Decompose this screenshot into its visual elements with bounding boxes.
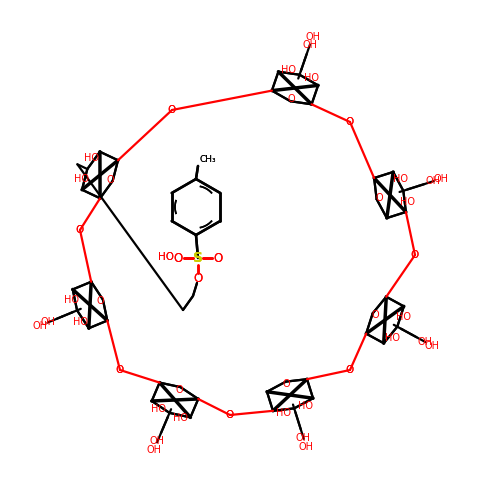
Text: OH: OH [41, 317, 56, 327]
Text: HO: HO [304, 73, 319, 83]
Text: HO: HO [74, 174, 89, 184]
Text: HO: HO [64, 295, 79, 305]
Text: HO: HO [385, 333, 400, 342]
Text: CH₃: CH₃ [200, 155, 217, 163]
Text: OH: OH [305, 32, 320, 42]
Text: O: O [226, 410, 234, 420]
Text: HO: HO [150, 404, 166, 414]
Text: OH: OH [417, 337, 432, 346]
Text: OH: OH [299, 442, 314, 452]
Text: O: O [176, 385, 183, 395]
Text: O: O [76, 225, 84, 235]
Text: O: O [173, 251, 182, 264]
Text: CH₃: CH₃ [200, 155, 217, 163]
Text: HO: HO [73, 317, 88, 327]
Text: HO: HO [397, 312, 411, 321]
Text: HO: HO [281, 65, 296, 75]
Text: OH: OH [425, 341, 440, 351]
Text: O: O [213, 251, 223, 264]
Text: O: O [116, 365, 124, 375]
Text: O: O [97, 296, 104, 306]
Text: HO: HO [393, 174, 408, 184]
Text: O: O [283, 379, 290, 389]
Text: O: O [346, 365, 354, 375]
Text: O: O [371, 309, 379, 319]
Text: O: O [194, 272, 203, 285]
Text: OH: OH [33, 320, 47, 331]
Text: O: O [346, 117, 354, 127]
Text: O: O [287, 94, 295, 104]
Text: O: O [346, 365, 354, 375]
Text: O: O [226, 410, 234, 420]
Text: OH: OH [147, 445, 161, 455]
Text: O: O [376, 194, 383, 204]
Text: HO: HO [84, 153, 99, 163]
Text: O: O [194, 272, 203, 285]
Circle shape [107, 107, 377, 377]
Text: HO: HO [298, 401, 313, 411]
Text: O: O [411, 250, 419, 260]
Text: OH: OH [150, 436, 165, 446]
Text: O: O [168, 105, 176, 115]
Text: O: O [213, 251, 223, 264]
Text: O: O [76, 225, 84, 235]
Text: HO: HO [400, 197, 415, 207]
Text: OH: OH [296, 433, 311, 443]
Text: HO: HO [173, 413, 188, 423]
Text: O: O [116, 365, 124, 375]
Text: O: O [411, 250, 419, 260]
Text: OH: OH [434, 174, 449, 183]
Text: S: S [193, 251, 203, 265]
Text: O: O [173, 251, 182, 264]
Text: HO: HO [158, 252, 174, 262]
Text: O: O [168, 105, 176, 115]
Text: OH: OH [425, 176, 440, 186]
Text: HO: HO [275, 408, 291, 418]
Text: O: O [106, 175, 114, 185]
Text: O: O [346, 117, 354, 127]
Text: HO: HO [158, 252, 174, 262]
Text: S: S [193, 251, 203, 265]
Text: OH: OH [302, 40, 317, 50]
